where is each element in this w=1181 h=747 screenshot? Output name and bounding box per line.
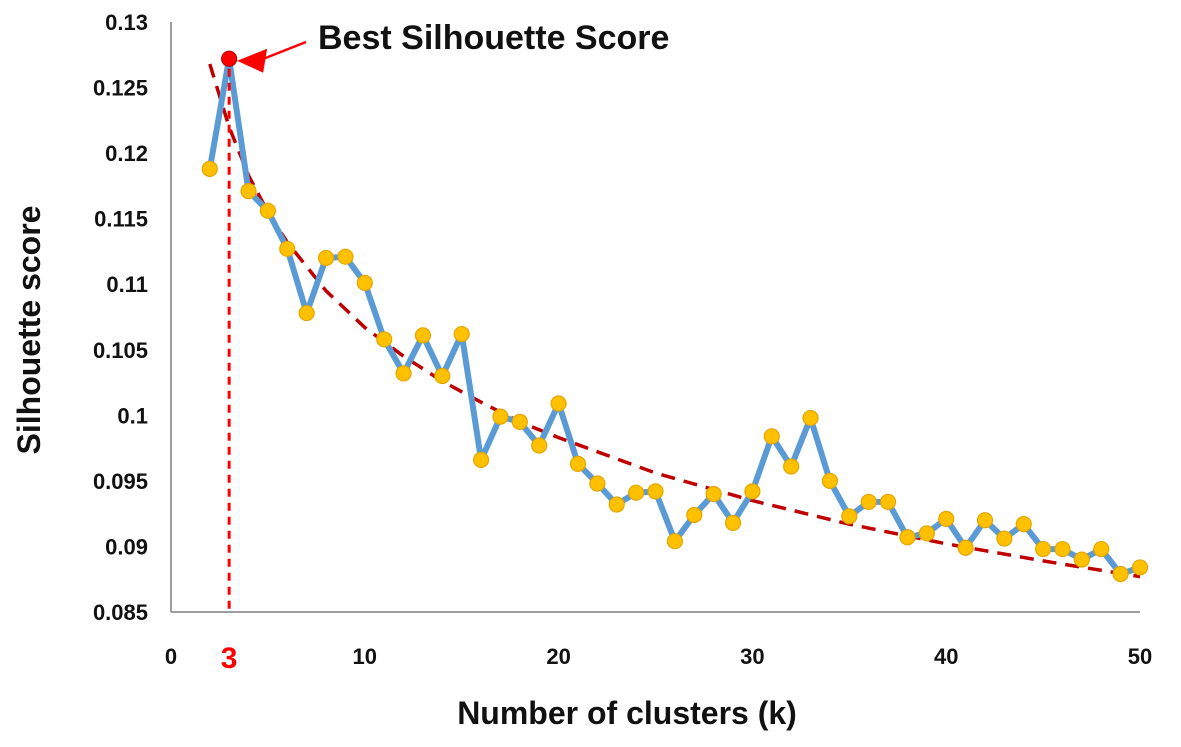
data-point bbox=[395, 365, 412, 382]
data-point bbox=[1093, 540, 1110, 558]
trend-layer bbox=[208, 63, 1141, 579]
data-point bbox=[356, 274, 373, 292]
data-point bbox=[879, 493, 897, 510]
data-point bbox=[724, 514, 742, 531]
y-tick-label: 0.105 bbox=[93, 338, 148, 363]
data-point bbox=[841, 508, 858, 525]
y-tick-label: 0.12 bbox=[105, 141, 148, 166]
data-point bbox=[938, 510, 955, 528]
axes: 0.085 0.09 0.095 0.1 0.105 0.11 0.115 0.12 0.125… bbox=[93, 10, 1152, 669]
data-point bbox=[434, 367, 451, 385]
y-tick-label: 0.115 bbox=[94, 207, 148, 232]
data-point bbox=[666, 533, 683, 550]
annotation-layer: 3 Best Silhouette Score bbox=[221, 19, 670, 675]
data-point bbox=[1073, 551, 1090, 568]
data-point bbox=[569, 455, 587, 472]
data-point bbox=[647, 483, 664, 500]
data-point bbox=[1112, 565, 1129, 583]
data-point bbox=[1015, 516, 1032, 533]
data-point bbox=[337, 248, 354, 265]
data-point bbox=[589, 475, 606, 492]
data-point bbox=[453, 325, 470, 343]
data-point bbox=[802, 409, 819, 427]
y-tick-label: 0.125 bbox=[93, 76, 148, 101]
data-point bbox=[414, 327, 432, 344]
data-point bbox=[1131, 559, 1149, 576]
y-tick-label: 0.13 bbox=[105, 10, 148, 35]
x-tick-label: 20 bbox=[546, 644, 570, 669]
x-tick-label: 0 bbox=[165, 644, 177, 669]
data-point bbox=[298, 304, 315, 322]
data-point bbox=[996, 530, 1013, 547]
data-point bbox=[317, 249, 335, 267]
data-point bbox=[279, 240, 296, 257]
data-point bbox=[201, 160, 218, 177]
y-tick-label: 0.09 bbox=[105, 534, 148, 559]
data-point bbox=[511, 413, 528, 430]
data-point bbox=[376, 331, 393, 348]
data-point bbox=[744, 483, 761, 500]
data-point bbox=[550, 395, 567, 412]
x-tick-label: 50 bbox=[1128, 644, 1152, 669]
y-tick-label: 0.11 bbox=[106, 272, 148, 297]
series-layer bbox=[206, 55, 1141, 577]
x-axis-title: Number of clusters (k) bbox=[457, 695, 797, 731]
annotation-text: Best Silhouette Score bbox=[318, 19, 669, 57]
data-point bbox=[1034, 540, 1052, 558]
data-point bbox=[628, 484, 645, 501]
data-point bbox=[259, 202, 276, 219]
best-point-marker bbox=[221, 50, 238, 67]
data-point bbox=[705, 485, 722, 503]
data-point bbox=[860, 493, 877, 510]
data-point bbox=[531, 437, 548, 454]
x-tick-label: 10 bbox=[353, 644, 377, 669]
data-point bbox=[899, 529, 916, 546]
annotation-arrowhead bbox=[237, 48, 268, 73]
trend-line bbox=[208, 63, 1141, 579]
y-tick-label: 0.1 bbox=[117, 403, 148, 428]
y-tick-label: 0.095 bbox=[93, 469, 148, 494]
markers-layer bbox=[201, 50, 1149, 583]
x-tick-label: 30 bbox=[740, 644, 764, 669]
data-point bbox=[608, 496, 625, 513]
data-point bbox=[957, 539, 974, 556]
best-k-label: 3 bbox=[221, 642, 238, 675]
x-tick-label: 40 bbox=[934, 644, 958, 669]
y-tick-label: 0.085 bbox=[93, 600, 148, 625]
data-point bbox=[472, 451, 490, 469]
series-line bbox=[206, 55, 1141, 577]
data-point bbox=[1054, 540, 1071, 558]
data-point bbox=[686, 506, 703, 524]
data-point bbox=[763, 428, 780, 445]
data-point bbox=[492, 408, 509, 425]
data-point bbox=[783, 458, 800, 475]
y-axis-title: Silhouette score bbox=[11, 206, 47, 455]
data-point bbox=[976, 512, 994, 529]
data-point bbox=[918, 525, 935, 542]
data-point bbox=[240, 183, 257, 200]
data-point bbox=[821, 472, 839, 489]
